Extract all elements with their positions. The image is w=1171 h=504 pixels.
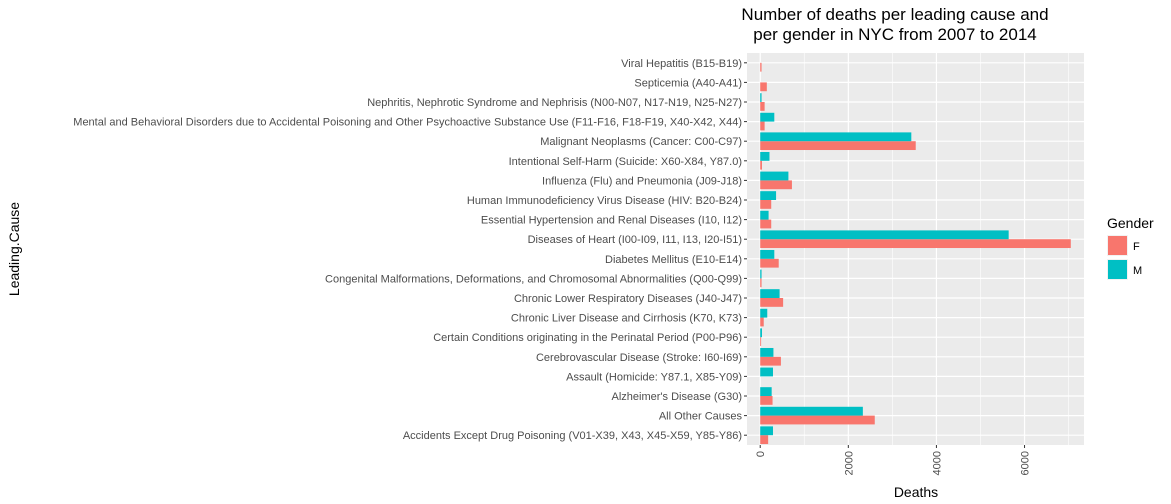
category-label: Assault (Homicide: Y87.1, X85-Y09) [566,371,742,383]
legend: Gender FM [1107,215,1154,280]
bar-M-15 [760,347,774,357]
category-label: Septicemia (A40-A41) [634,77,742,89]
chart-title-line-2: per gender in NYC from 2007 to 2014 [753,25,1037,44]
category-label: Certain Conditions originating in the Pe… [433,332,742,344]
bar-F-1 [760,82,767,92]
bar-F-14 [760,337,762,347]
legend-key-F [1108,236,1127,255]
bar-F-5 [760,160,762,170]
category-label: Human Immunodeficiency Virus Disease (HI… [467,195,742,207]
bar-M-17 [760,387,772,396]
legend-label-M: M [1133,265,1142,277]
bar-F-12 [760,298,784,307]
bar-M-7 [760,191,777,200]
chart-title: Number of deaths per leading cause and p… [741,5,1048,44]
x-tick-label: 6000 [1020,451,1032,475]
bar-M-4 [760,132,912,142]
bar-M-16 [760,367,773,377]
bar-F-0 [760,62,762,72]
x-axis-title: Deaths [894,484,938,500]
bar-F-3 [760,121,765,131]
category-label: Influenza (Flu) and Pneumonia (J09-J18) [542,175,742,187]
bar-M-14 [760,328,762,338]
x-tick-label: 0 [755,451,767,457]
bar-F-7 [760,200,772,209]
bar-F-10 [760,258,779,268]
chart-title-line-1: Number of deaths per leading cause and [741,5,1048,24]
bar-F-17 [760,396,773,405]
bar-F-15 [760,356,781,366]
category-label: Diseases of Heart (I00-I09, I11, I13, I2… [528,234,742,246]
plot-panel [747,53,1084,445]
category-label: Intentional Self-Harm (Suicide: X60-X84,… [509,156,742,168]
category-label: Chronic Liver Disease and Cirrhosis (K70… [511,313,742,325]
bar-M-19 [760,426,773,436]
bar-F-11 [760,278,762,288]
bar-M-5 [760,151,770,161]
bar-M-13 [760,308,768,318]
category-label: Essential Hypertension and Renal Disease… [481,215,742,227]
bar-M-3 [760,112,775,122]
category-label: Congenital Malformations, Deformations, … [325,273,742,285]
bars [760,62,1071,445]
bar-F-13 [760,317,764,327]
bar-F-19 [760,435,769,445]
y-axis-title: Leading.Cause [6,202,22,296]
x-tick-label: 2000 [843,451,855,475]
category-label: Malignant Neoplasms (Cancer: C00-C97) [540,136,742,148]
category-label: Cerebrovascular Disease (Stroke: I60-I69… [536,352,742,364]
category-label: Mental and Behavioral Disorders due to A… [73,117,742,129]
bar-F-6 [760,180,792,190]
bar-M-18 [760,406,863,416]
category-label: Chronic Lower Respiratory Diseases (J40-… [514,293,742,305]
bar-M-2 [760,93,762,102]
legend-label-F: F [1133,241,1140,253]
bar-F-2 [760,102,765,111]
bar-M-11 [760,269,762,279]
legend-key-M [1108,260,1127,279]
category-label: All Other Causes [659,411,743,423]
bar-M-9 [760,230,1009,240]
bar-F-9 [760,239,1071,249]
category-label: Alzheimer's Disease (G30) [612,391,742,403]
bar-M-12 [760,289,780,298]
bar-F-8 [760,219,772,229]
category-labels: Viral Hepatitis (B15-B19) Septicemia (A40… [73,58,747,442]
category-label: Viral Hepatitis (B15-B19) [621,58,742,70]
bar-F-4 [760,141,916,151]
x-tick-label: 4000 [931,451,943,475]
bar-F-18 [760,415,875,425]
bar-M-6 [760,171,789,181]
category-label: Diabetes Mellitus (E10-E14) [605,254,742,266]
bar-M-10 [760,249,775,259]
legend-title: Gender [1107,215,1154,231]
category-label: Nephritis, Nephrotic Syndrome and Nephri… [367,97,742,109]
category-label: Accidents Except Drug Poisoning (V01-X39… [403,430,742,442]
x-axis-ticks: 0 2000 4000 6000 [755,445,1032,475]
bar-M-8 [760,210,769,220]
